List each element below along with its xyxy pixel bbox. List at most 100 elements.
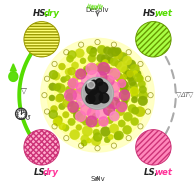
Circle shape — [97, 54, 105, 62]
Circle shape — [113, 50, 123, 59]
Circle shape — [111, 48, 119, 56]
Circle shape — [73, 110, 83, 120]
Circle shape — [109, 124, 119, 133]
Circle shape — [82, 126, 92, 136]
Circle shape — [134, 74, 142, 81]
Circle shape — [118, 120, 125, 127]
Circle shape — [131, 97, 138, 103]
Text: ΔT: ΔT — [181, 92, 190, 98]
Circle shape — [100, 119, 107, 126]
Circle shape — [53, 118, 61, 125]
Circle shape — [79, 115, 88, 123]
Circle shape — [66, 55, 74, 62]
Circle shape — [82, 78, 113, 109]
Circle shape — [68, 118, 75, 125]
Circle shape — [95, 62, 105, 72]
Circle shape — [119, 80, 129, 90]
Circle shape — [128, 78, 136, 86]
Circle shape — [47, 45, 148, 146]
Circle shape — [93, 113, 98, 119]
Circle shape — [123, 56, 132, 65]
Circle shape — [51, 105, 58, 112]
Circle shape — [80, 71, 87, 77]
Circle shape — [107, 110, 113, 116]
Circle shape — [136, 130, 171, 165]
Circle shape — [130, 87, 138, 95]
Circle shape — [137, 75, 144, 82]
Circle shape — [104, 137, 110, 143]
Circle shape — [91, 136, 101, 146]
Circle shape — [82, 77, 113, 109]
Circle shape — [136, 22, 171, 57]
Circle shape — [122, 75, 126, 79]
Circle shape — [129, 82, 138, 90]
Circle shape — [73, 90, 84, 101]
Circle shape — [131, 118, 139, 125]
Circle shape — [82, 76, 90, 85]
Circle shape — [107, 67, 113, 73]
Circle shape — [121, 94, 129, 103]
Circle shape — [94, 133, 102, 141]
Circle shape — [128, 104, 136, 113]
Circle shape — [55, 116, 62, 123]
Circle shape — [83, 66, 90, 73]
Circle shape — [90, 50, 96, 57]
Circle shape — [81, 135, 89, 143]
Circle shape — [76, 111, 86, 121]
Circle shape — [123, 99, 127, 104]
Text: dry: dry — [43, 168, 59, 177]
Circle shape — [86, 94, 95, 103]
Circle shape — [131, 87, 138, 94]
Circle shape — [109, 135, 113, 139]
Text: Desolv: Desolv — [86, 7, 109, 13]
Circle shape — [108, 47, 118, 57]
Polygon shape — [10, 64, 16, 71]
Circle shape — [76, 69, 86, 79]
Circle shape — [63, 112, 69, 118]
Circle shape — [68, 101, 74, 107]
Circle shape — [123, 125, 132, 134]
Circle shape — [50, 71, 58, 79]
Circle shape — [56, 95, 62, 102]
Circle shape — [138, 96, 148, 106]
Text: ▽: ▽ — [21, 86, 27, 95]
Circle shape — [99, 117, 108, 126]
Circle shape — [116, 75, 124, 83]
Circle shape — [59, 123, 65, 129]
Circle shape — [76, 83, 85, 91]
Circle shape — [110, 58, 118, 66]
Circle shape — [96, 79, 103, 85]
Circle shape — [57, 94, 64, 101]
Circle shape — [134, 70, 141, 77]
Text: wet: wet — [155, 168, 173, 177]
Circle shape — [68, 79, 78, 88]
Circle shape — [106, 57, 113, 63]
Circle shape — [104, 104, 115, 115]
Circle shape — [77, 69, 84, 76]
Circle shape — [78, 88, 85, 94]
Circle shape — [116, 101, 121, 106]
Circle shape — [109, 98, 120, 109]
Text: ▽: ▽ — [188, 92, 193, 98]
Circle shape — [24, 22, 59, 57]
Circle shape — [113, 71, 119, 77]
Circle shape — [118, 80, 126, 87]
Circle shape — [117, 62, 127, 72]
Circle shape — [49, 110, 57, 118]
Circle shape — [93, 129, 100, 136]
Circle shape — [139, 91, 148, 100]
Circle shape — [130, 64, 139, 74]
Circle shape — [115, 97, 119, 101]
Circle shape — [104, 76, 114, 86]
Circle shape — [88, 107, 99, 119]
Circle shape — [86, 116, 97, 127]
Circle shape — [119, 101, 128, 110]
Circle shape — [115, 61, 122, 68]
Circle shape — [119, 83, 130, 94]
Circle shape — [56, 84, 65, 93]
Circle shape — [82, 140, 87, 146]
Circle shape — [73, 74, 79, 81]
Circle shape — [123, 112, 132, 121]
Circle shape — [87, 81, 95, 89]
Circle shape — [88, 54, 96, 62]
